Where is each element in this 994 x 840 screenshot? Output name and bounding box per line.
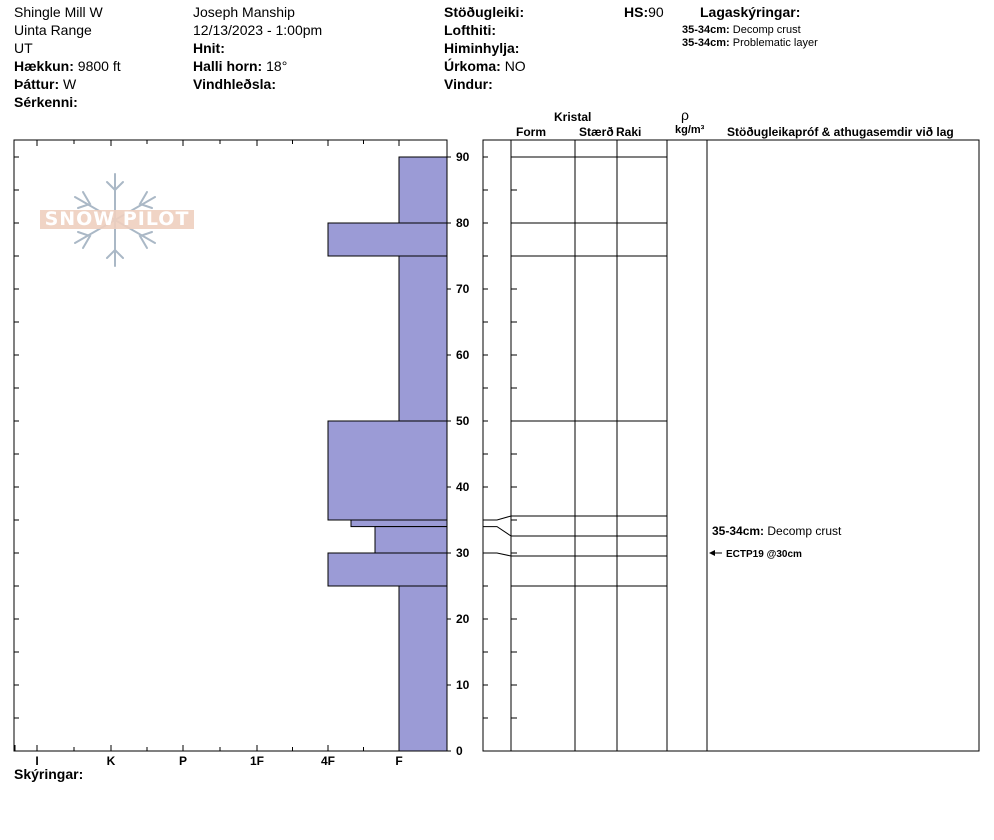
elevation-value: 9800 ft [77,58,121,74]
hs-field: HS:90 [624,3,664,21]
hs-value: 90 [648,4,664,20]
layer-annotation-range: 35-34cm: [712,524,764,538]
comments-label: Skýringar: [14,766,84,782]
layer-notes-title: Lagaskýringar: [700,4,801,20]
aspect-label: Þáttur: [14,76,60,92]
observer-name: Joseph Manship [193,4,295,20]
location-name: Shingle Mill W [14,4,103,20]
elevation-label: Hækkun: [14,58,74,74]
depth-tick-label: 10 [456,678,470,692]
features-label: Sérkenni: [14,94,78,110]
density-unit: kg/m³ [675,124,705,136]
hardness-tick-label: K [107,754,116,768]
hs-label: HS: [624,4,649,20]
layer-note-item: 35-34cm: Problematic layer [682,37,818,50]
layer-connector-line [483,552,512,557]
hardness-bar [327,420,448,521]
density-symbol: ρ [681,107,689,123]
depth-tick-label: 40 [456,480,470,494]
precip-value: NO [504,58,526,74]
stability-test-result: ECTP19 @30cm [726,549,802,560]
depth-tick-label: 80 [456,216,470,230]
coords-label: Hnit: [193,40,225,56]
logo-text: SNOW PILOT [44,208,190,230]
hardness-bar [327,222,448,257]
hardness-bar [398,585,448,752]
hardness-bar [374,526,448,554]
layer-table-frame [482,139,980,752]
layer-note-range: 35-34cm: [682,37,730,49]
depth-tick-label: 50 [456,414,470,428]
moisture-header: Raki [616,125,642,139]
hardness-bar [327,552,448,587]
crystal-header: Kristal [554,110,592,124]
state: UT [14,40,33,56]
hardness-bars [327,156,448,752]
air-temp-label: Lofthiti: [444,22,497,38]
wind-label: Vindur: [444,76,493,92]
precip-field: Úrkoma: NO [444,57,526,75]
depth-tick-label: 70 [456,282,470,296]
depth-tick-label: 90 [456,150,470,164]
size-header: Stærð [579,125,614,139]
layer-connector-line [483,526,512,537]
depth-axis: 0 10 20 30 40 50 60 70 80 90 [447,150,470,758]
aspect-value: W [63,76,77,92]
slope-label: Halli horn: [193,58,263,74]
layer-table: 35-34cm: Decomp crust ECTP19 @30cm [482,139,980,752]
layer-annotation: 35-34cm: Decomp crust [712,524,842,538]
stability-label: Stöðugleiki: [444,4,525,20]
layer-note-text: Decomp crust [732,24,801,36]
tests-header: Stöðugleikapróf & athugasemdir við lag [727,125,954,139]
snowflake-icon [40,173,194,267]
hardness-tick-label: F [395,754,402,768]
depth-tick-label: 20 [456,612,470,626]
hardness-bar [350,519,448,528]
aspect-field: Þáttur: W [14,75,76,93]
depth-tick-label: 60 [456,348,470,362]
form-header: Form [516,125,546,139]
elevation-field: Hækkun: 9800 ft [14,57,121,75]
hardness-bar [398,156,448,224]
hardness-tick-label: P [179,754,187,768]
layer-connector-line [483,515,512,521]
arrow-left-icon [709,550,715,556]
depth-tick-label: 0 [456,744,463,758]
hardness-tick-label: 1F [250,754,264,768]
layer-note-text: Problematic layer [732,37,818,49]
observation-datetime: 12/13/2023 - 1:00pm [193,22,323,38]
slope-value: 18° [266,58,288,74]
hardness-tick-label: I [35,754,38,768]
hardness-bar [398,255,448,422]
mountain-range: Uinta Range [14,22,92,38]
hardness-tick-label: 4F [321,754,335,768]
depth-tick-label: 30 [456,546,470,560]
layer-note-item: 35-34cm: Decomp crust [682,24,801,37]
precip-label: Úrkoma: [444,58,501,74]
slope-field: Halli horn: 18° [193,57,287,75]
wind-loading-label: Vindhleðsla: [193,76,276,92]
sky-label: Himinhylja: [444,40,520,56]
snowpilot-logo: SNOW PILOT [38,170,198,270]
layer-note-range: 35-34cm: [682,24,730,36]
layer-annotation-text: Decomp crust [764,524,842,538]
